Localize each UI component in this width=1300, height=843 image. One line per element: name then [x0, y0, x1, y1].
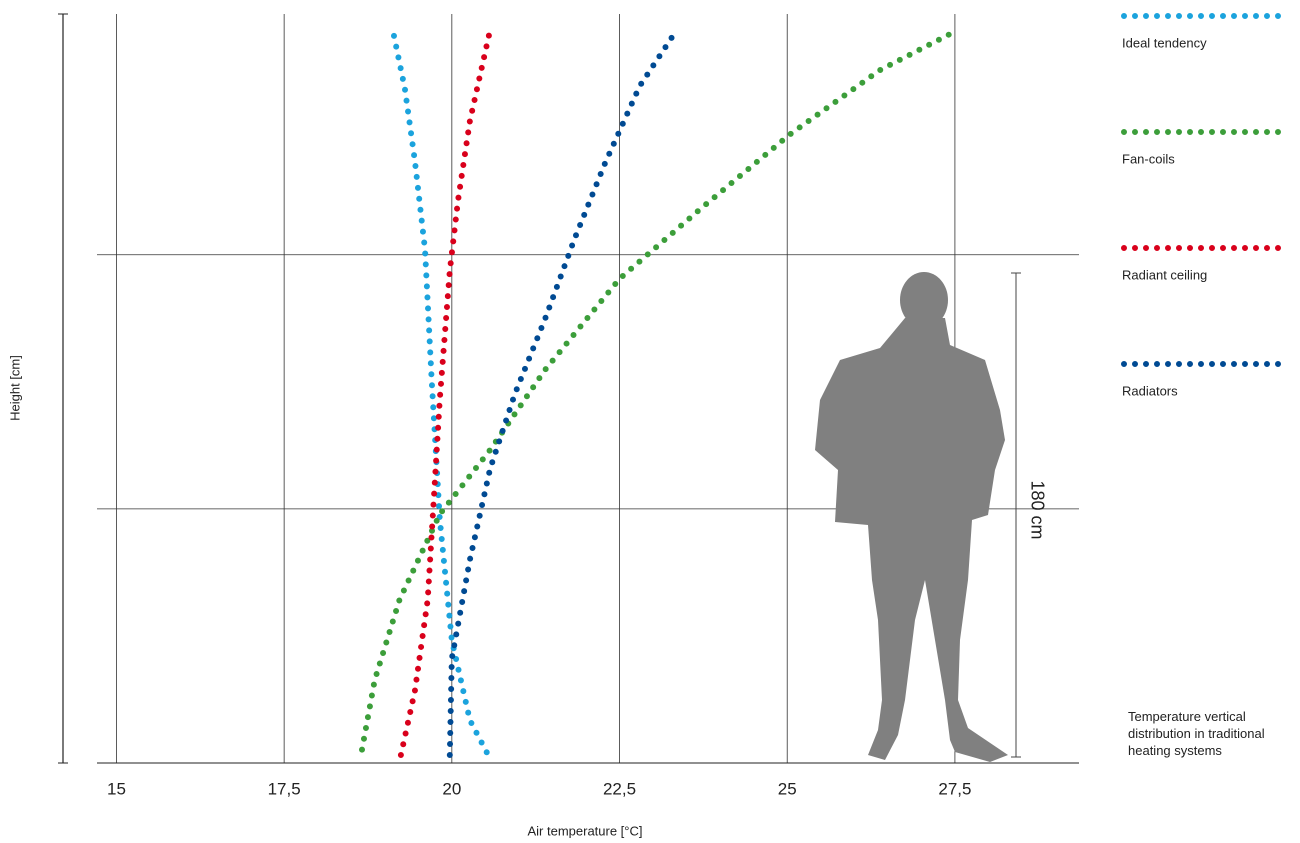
x-tick-label: 15: [107, 779, 126, 798]
legend-label: Radiant ceiling: [1122, 267, 1207, 282]
series-line: [389, 27, 490, 756]
series-line: [359, 27, 961, 753]
person-silhouette: [815, 272, 1008, 762]
legend-label: Fan-coils: [1122, 151, 1175, 166]
x-tick-label: 22,5: [603, 779, 636, 798]
x-axis-label: Air temperature [°C]: [527, 823, 642, 838]
x-tick-label: 27,5: [938, 779, 971, 798]
legend-label: Radiators: [1122, 383, 1178, 398]
caption: Temperature vertical distribution in tra…: [1128, 709, 1265, 758]
x-tick-label: 17,5: [268, 779, 301, 798]
x-tick-label: 20: [442, 779, 461, 798]
annotation: 180 cm: [1027, 480, 1047, 539]
series-line: [446, 32, 677, 758]
series-line: [397, 27, 494, 758]
x-tick-label: 25: [778, 779, 797, 798]
y-axis-label: Height [cm]: [7, 355, 22, 421]
legend-label: Ideal tendency: [1122, 35, 1207, 50]
